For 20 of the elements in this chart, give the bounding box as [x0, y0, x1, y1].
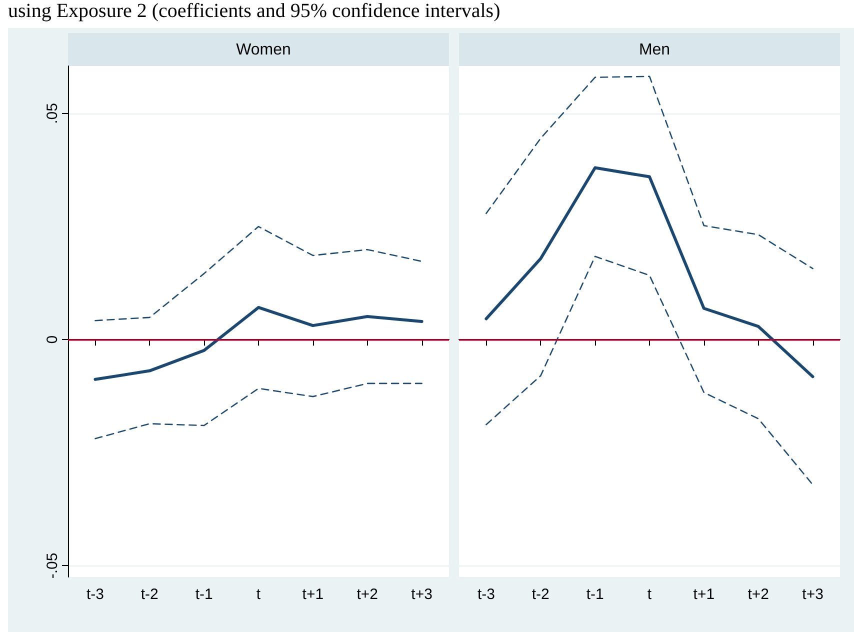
- x-tick-label: t-1: [195, 586, 213, 603]
- y-tick-label: .05: [44, 103, 61, 124]
- x-tick-label: t-2: [140, 586, 158, 603]
- x-tick-label: t+3: [411, 586, 432, 603]
- x-tick-label: t+1: [302, 586, 324, 603]
- y-tick-label: -.05: [44, 552, 61, 579]
- y-tick-label: 0: [44, 335, 61, 344]
- x-tick-label: t+3: [802, 586, 824, 603]
- x-tick-label: t+2: [748, 586, 769, 603]
- x-tick-label: t: [256, 586, 262, 603]
- x-tick-label: t: [647, 586, 652, 603]
- x-tick-label: t+2: [356, 586, 378, 603]
- text: using Exposure 2 (coefficients and 95% confidence intervals): [8, 0, 500, 23]
- chart-title: Women: [236, 42, 291, 58]
- x-tick-label: t-3: [86, 586, 104, 603]
- x-tick-label: t-3: [477, 586, 495, 603]
- x-tick-label: t+1: [693, 586, 715, 603]
- x-tick-label: t-1: [586, 586, 604, 603]
- chart-title: Men: [638, 42, 670, 58]
- x-tick-label: t-2: [532, 586, 550, 603]
